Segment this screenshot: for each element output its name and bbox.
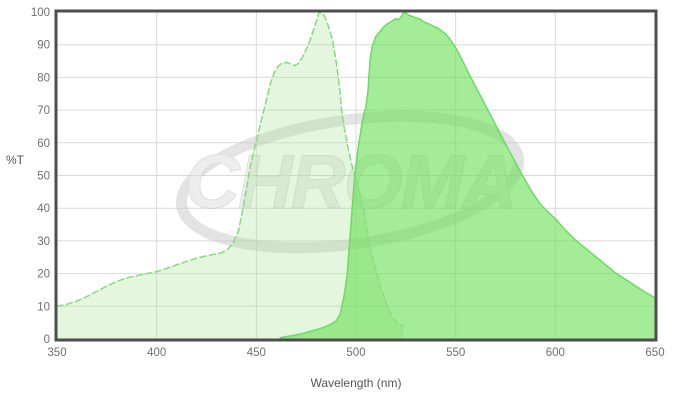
plot-border [54, 9, 658, 342]
y-tick-label: 40 [37, 203, 50, 215]
y-tick-label: 70 [37, 105, 50, 117]
x-tick-label: 350 [47, 347, 66, 359]
series-area [56, 11, 656, 339]
x-tick-label: 500 [346, 347, 365, 359]
y-tick-label: 10 [37, 301, 50, 313]
excitation-spectrum-line [56, 11, 405, 327]
y-axis-title: %T [6, 153, 24, 167]
x-tick-label: 550 [446, 347, 465, 359]
y-tick-label: 20 [37, 269, 50, 281]
x-tick-label: 450 [247, 347, 266, 359]
x-axis-title: Wavelength (nm) [310, 376, 402, 390]
x-tick-label: 600 [546, 347, 565, 359]
excitation-spectrum-fill [57, 12, 404, 339]
y-tick-label: 90 [37, 40, 50, 52]
y-tick-labels: 0 10 20 30 40 50 60 70 80 90 100 [31, 7, 50, 346]
y-tick-label: 30 [37, 236, 50, 248]
x-tick-labels: 350 400 450 500 550 600 650 [47, 347, 664, 359]
y-tick-label: 50 [37, 171, 50, 183]
y-tick-label: 80 [37, 72, 50, 84]
y-tick-label: 60 [37, 138, 50, 150]
emission-filter-line [279, 11, 656, 339]
emission-filter-fill [280, 12, 655, 339]
y-tick-label: 100 [31, 7, 50, 19]
x-tick-label: 400 [147, 347, 166, 359]
y-tick-label: 0 [44, 334, 50, 346]
x-tick-label: 650 [645, 347, 664, 359]
